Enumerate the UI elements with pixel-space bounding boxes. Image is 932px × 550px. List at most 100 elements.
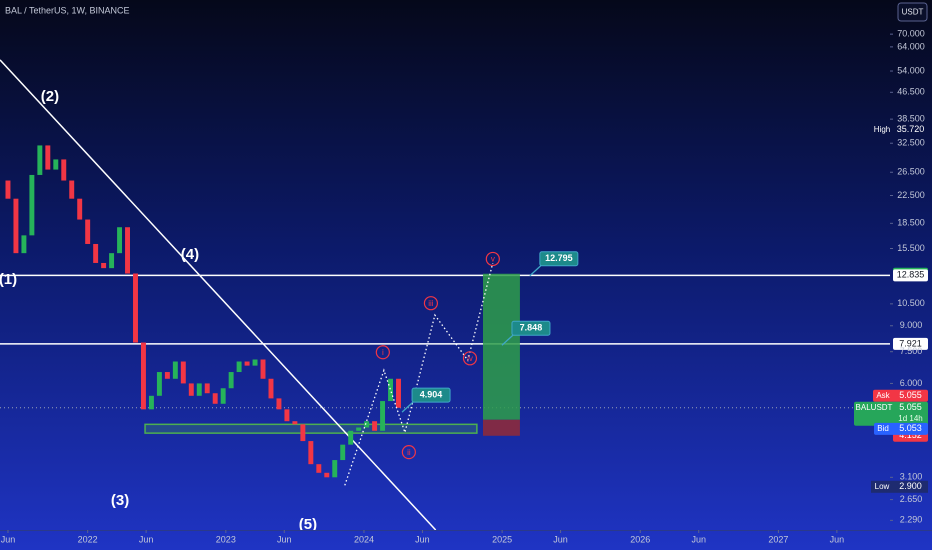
ask-value: 5.055	[899, 390, 922, 400]
position-loss	[482, 419, 520, 436]
callout-leader	[401, 400, 415, 413]
candle-body	[372, 421, 378, 431]
sub-wave-label: iii	[428, 299, 434, 308]
candle-body	[61, 159, 67, 181]
candle-body	[220, 388, 226, 404]
bid-box	[874, 422, 928, 435]
sub-wave-circle	[375, 345, 390, 360]
wave-label: (5)	[299, 516, 317, 533]
candle-body	[332, 460, 338, 478]
candle-body	[117, 227, 123, 254]
candle-body	[268, 378, 274, 399]
x-tick-label: 2027	[768, 534, 788, 544]
callout-label: 7.848	[520, 323, 543, 333]
candle-body	[204, 383, 210, 394]
callout-label: 12.795	[545, 253, 573, 263]
projection-path	[344, 262, 494, 486]
y-tick-label: 2.650	[900, 494, 923, 504]
candle-body	[300, 424, 306, 442]
x-tick-label: Jun	[553, 534, 568, 544]
y-tick-label: 3.100	[900, 472, 923, 482]
support-zone	[144, 423, 478, 434]
callout-box	[411, 387, 451, 403]
sub-wave-circle	[401, 445, 416, 460]
candle-body	[180, 361, 186, 384]
y-tick-label: 54.000	[897, 65, 925, 75]
candle-body	[356, 427, 362, 431]
currency-button-label[interactable]: USDT	[902, 8, 924, 17]
ask-box	[873, 389, 928, 402]
candle-body	[21, 235, 27, 254]
wave-label: (3)	[111, 492, 129, 509]
y-tick-label: 7.500	[900, 346, 923, 356]
candle-body	[148, 395, 154, 410]
y-tick-label: 26.500	[897, 167, 925, 177]
callout-label: 4.904	[420, 389, 443, 399]
candle-body	[109, 253, 115, 269]
candle-body	[13, 198, 19, 254]
candle-body	[125, 227, 130, 274]
candle-body	[140, 342, 146, 410]
y-tick-label: 32.500	[897, 138, 925, 148]
price-marker	[893, 269, 928, 282]
y-tick-label: 38.500	[897, 114, 925, 124]
candle-body	[45, 145, 51, 170]
candle-body	[29, 174, 35, 236]
callout-leader	[529, 264, 543, 277]
x-tick-label: Jun	[139, 534, 154, 544]
sub-wave-label: v	[491, 255, 495, 264]
bid-value: 5.053	[899, 423, 922, 433]
x-tick-label: 2024	[354, 534, 374, 544]
y-tick-label: 9.000	[900, 320, 923, 330]
price-marker-label: 4.152	[899, 430, 922, 440]
candle-body	[396, 378, 401, 408]
sub-wave-label: i	[382, 348, 384, 357]
ask-name: Ask	[876, 391, 890, 400]
low-name: Low	[875, 482, 890, 491]
x-tick-label: 2025	[492, 534, 512, 544]
candle-body	[37, 145, 43, 175]
high-name: High	[874, 125, 890, 134]
candle-body	[252, 359, 258, 366]
candle-body	[228, 372, 234, 389]
candle-body	[172, 361, 178, 379]
candle-body	[196, 383, 202, 396]
last-symbol: BALUSDT	[856, 403, 893, 412]
position-profit	[482, 273, 520, 420]
candle-body	[324, 472, 330, 478]
candle-body	[156, 372, 162, 396]
y-tick-label: 22.500	[897, 190, 925, 200]
candle-body	[101, 262, 107, 269]
y-tick-label: 2.290	[900, 515, 923, 525]
callout-leader	[501, 333, 515, 346]
symbol-header: BAL / TetherUS, 1W, BINANCE	[5, 5, 130, 15]
candle-body	[276, 398, 282, 410]
y-tick-label: 10.500	[897, 298, 925, 308]
low-value: 2.900	[899, 481, 922, 491]
sub-wave-label: ii	[407, 448, 411, 457]
x-tick-label: 2026	[630, 534, 650, 544]
x-tick-label: Jun	[415, 534, 430, 544]
last-box	[854, 401, 928, 426]
wave-label: (2)	[41, 88, 59, 105]
y-tick-label: 6.000	[900, 378, 923, 388]
candle-body	[316, 464, 322, 473]
candle-body	[348, 430, 354, 445]
y-tick-label: 18.500	[897, 218, 925, 228]
candle-body	[308, 441, 314, 465]
wave-label: (1)	[0, 271, 17, 288]
overlay: 12.98012.8357.9214.6484.152High35.720Low…	[854, 124, 928, 493]
candle-body	[236, 361, 242, 373]
candle-body	[77, 198, 83, 220]
currency-button[interactable]	[897, 2, 928, 22]
candle-body	[188, 383, 194, 396]
low-name-box	[871, 480, 893, 493]
candle-body	[388, 378, 394, 402]
bid-name: Bid	[877, 424, 889, 433]
candle-body	[340, 444, 346, 461]
candle-body	[133, 273, 138, 343]
candle-body	[93, 243, 99, 263]
low-value-box	[893, 480, 928, 493]
candle-body	[85, 219, 91, 244]
